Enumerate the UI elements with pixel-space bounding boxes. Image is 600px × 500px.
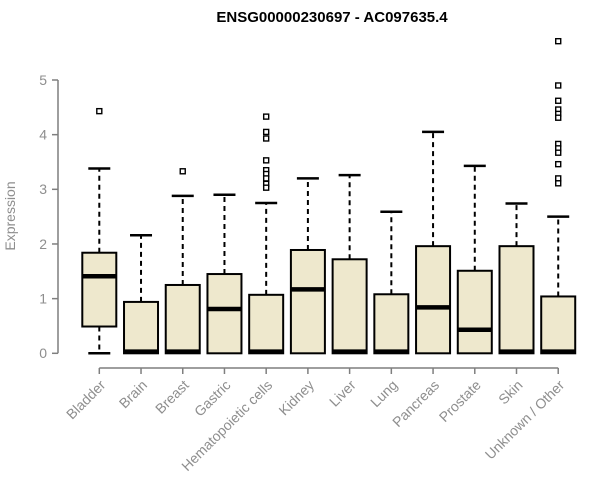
outlier-point [555, 149, 562, 156]
outlier-point [262, 175, 270, 182]
outlier-point [179, 168, 186, 175]
y-tick-label: 5 [39, 72, 47, 88]
boxplot-box-gastric [206, 193, 243, 355]
y-axis-label: Expression [2, 181, 18, 250]
y-tick-label: 0 [39, 345, 47, 361]
outlier-point [262, 135, 270, 142]
boxplot-box-lung [373, 210, 410, 355]
y-axis: 0 1 2 3 4 5 [39, 72, 59, 361]
boxplot-box-kidney [289, 177, 326, 355]
boxplot-box-breast [164, 168, 201, 355]
y-tick-label: 4 [39, 127, 47, 143]
outlier-point [96, 107, 103, 115]
chart-title: ENSG00000230697 - AC097635.4 [216, 9, 448, 26]
iqr-box [289, 248, 326, 355]
x-tick-label-breast: Breast [152, 377, 192, 417]
x-tick-label-kidney: Kidney [275, 377, 317, 419]
y-tick-label: 3 [39, 181, 47, 197]
outlier-point [262, 184, 270, 191]
outlier-point [262, 157, 270, 164]
iqr-box [206, 273, 243, 355]
iqr-box [81, 251, 118, 328]
outlier-point [555, 97, 562, 104]
outlier-point [555, 180, 562, 187]
outlier-point [555, 82, 562, 89]
boxplot-box-brain [123, 233, 160, 355]
iqr-box [540, 295, 577, 355]
boxplot-box-skin [498, 202, 535, 355]
boxplot-box-prostate [456, 164, 493, 355]
iqr-box [123, 300, 160, 355]
boxplot-box-unknown-other [540, 37, 577, 355]
x-tick-label-skin: Skin [495, 377, 526, 408]
x-tick-label-prostate: Prostate [436, 377, 484, 425]
iqr-box [331, 258, 368, 355]
y-tick-label: 1 [39, 291, 47, 307]
boxplot-box-bladder [81, 107, 118, 355]
iqr-box [498, 245, 535, 355]
x-tick-label-unknown-other: Unknown / Other [482, 377, 568, 463]
iqr-box [248, 293, 285, 355]
iqr-box [456, 269, 493, 355]
boxplot-box-pancreas [415, 130, 452, 355]
outlier-point [262, 128, 270, 136]
x-tick-label-brain: Brain [116, 377, 150, 411]
outlier-point [555, 160, 562, 168]
boxplot-box-hematopoietic-cells [248, 113, 285, 355]
iqr-box [415, 245, 452, 355]
iqr-box [373, 293, 410, 355]
outlier-point [555, 37, 562, 45]
iqr-box [164, 283, 201, 355]
y-tick-label: 2 [39, 236, 47, 252]
x-tick-label-lung: Lung [367, 377, 400, 410]
boxes-layer [81, 37, 577, 355]
boxplot-box-liver [331, 173, 368, 355]
outlier-point [555, 114, 562, 121]
x-tick-label-bladder: Bladder [63, 377, 109, 423]
x-tick-label-liver: Liver [326, 377, 359, 410]
outlier-point [262, 113, 270, 120]
